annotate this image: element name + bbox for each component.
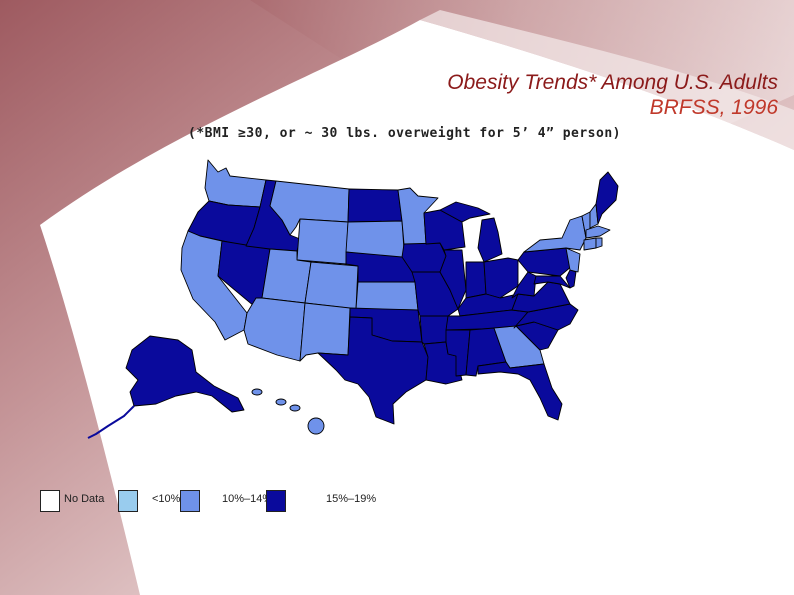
state-IA [401,242,447,273]
state-IL [439,249,467,310]
state-CT [583,237,597,251]
state-AR [419,315,449,345]
state-RI [595,237,603,249]
state-NY [523,215,587,253]
legend-label-no-data: No Data [64,493,105,505]
state-MI-UP [439,201,491,223]
title-line-1: Obesity Trends* Among U.S. Adults [447,71,778,94]
legend-swatch-lt10 [118,490,138,512]
state-ND [347,188,403,223]
state-CA [180,230,248,341]
state-DE [565,269,577,289]
state-HI-1 [251,388,263,396]
state-KS [355,281,419,311]
legend-swatch-10-14 [180,490,200,512]
state-HI-4 [307,417,325,435]
state-WY [296,218,349,265]
state-AK [125,335,245,413]
state-ME [595,171,619,225]
legend-label-15-19: 15%–19% [326,493,377,505]
state-WA [204,159,267,208]
state-TX [317,316,429,425]
title-line-2: BRFSS, 1996 [649,96,778,119]
state-MA [585,225,611,239]
legend-swatch-no-data [40,490,60,512]
chart-title: Obesity Trends* Among U.S. Adults BRFSS,… [447,70,778,120]
state-MI [477,217,503,263]
state-HI-2 [275,398,287,406]
state-NM [299,302,351,362]
state-NJ [565,247,581,273]
state-IN [465,261,487,299]
state-OH [483,257,519,299]
state-FL [477,361,563,421]
state-AZ [243,297,306,362]
legend-label-lt10: <10% [152,493,181,505]
legend-swatch-15-19 [266,490,286,512]
state-MD [533,275,571,289]
alaska-aleutians [87,405,135,439]
state-CO [304,261,359,310]
legend-label-10-14: 10%–14% [222,493,273,505]
subtitle: (*BMI ≥30, or ~ 30 lbs. overweight for 5… [188,126,621,141]
state-HI-3 [289,404,301,412]
